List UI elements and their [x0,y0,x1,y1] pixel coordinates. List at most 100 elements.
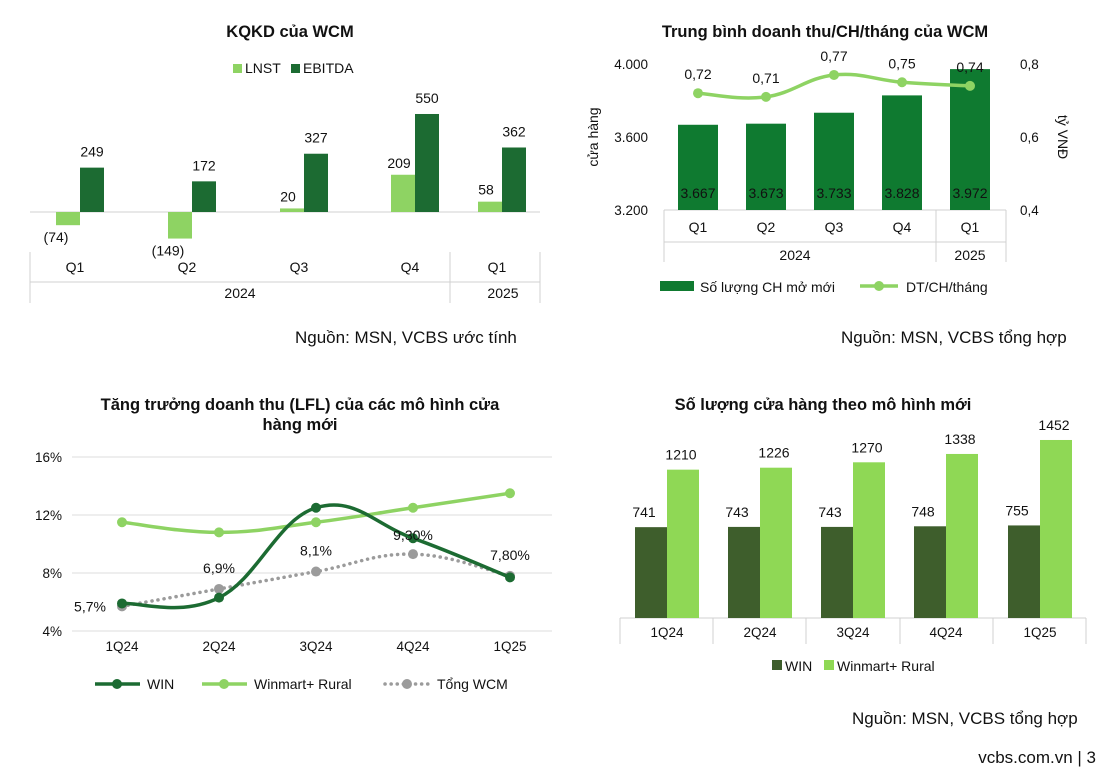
legend-label-rural: Winmart+ Rural [837,658,935,674]
y-left-tick: 3.600 [614,130,648,145]
y-left-tick: 3.200 [614,203,648,218]
y-right-tick: 0,8 [1020,57,1039,72]
chart-lfl-growth-panel: Tăng trưởng doanh thu (LFL) của các mô h… [0,380,560,700]
marker-rural [408,502,418,513]
chart-title-line-2: hàng mới [263,416,338,434]
legend-label-rural: Winmart+ Rural [254,676,352,692]
x-group-label: 2024 [224,285,255,301]
y-left-axis-label: cửa hàng [585,107,601,166]
chart-store-count: Số lượng cửa hàng theo mô hình mới 741 121… [619,396,1087,674]
legend-label-lnst: LNST [245,60,281,76]
data-label-store-count: 3.667 [680,185,715,201]
x-tick-label: Q4 [401,259,420,275]
bar-store-count [814,112,854,210]
bar-lnst [391,174,415,212]
data-label-revenue: 0,74 [956,59,983,75]
marker-revenue [965,80,975,91]
marker-rural [214,527,224,538]
x-tick-label: Q1 [689,219,708,235]
x-tick-label: Q2 [178,259,197,275]
chart-revenue-per-store-panel: Trung bình doanh thu/CH/tháng của WCM 3.2… [560,0,1106,320]
bar-win [1008,525,1040,618]
legend-label-store-count: Số lượng CH mở mới [700,279,835,295]
marker-win [505,572,515,583]
x-tick-label: Q1 [66,259,85,275]
legend-swatch-win [772,660,782,670]
marker-rural [117,517,127,528]
data-label-total: 7,80% [490,547,530,563]
marker-revenue [693,88,703,99]
y-right-tick: 0,4 [1020,203,1039,218]
data-label-rural: 1226 [758,445,789,461]
data-label-store-count: 3.733 [816,185,851,201]
bar-rural [667,469,699,618]
chart-title: Số lượng cửa hàng theo mô hình mới [675,396,972,414]
bar-ebitda [304,153,328,212]
bar-rural [1040,439,1072,618]
marker-win [311,502,321,513]
bar-rural [760,467,792,618]
bar-lnst [168,212,192,239]
bar-rural [946,453,978,618]
bar-win [635,527,667,618]
y-tick-label: 8% [42,566,62,581]
bar-store-count [882,95,922,210]
data-label-ebitda: 327 [304,130,328,146]
chart-revenue-per-store: Trung bình doanh thu/CH/tháng của WCM 3.2… [585,23,1071,295]
data-label-win: 741 [632,504,656,520]
data-label-lnst: (149) [152,243,185,259]
bar-store-count [678,124,718,210]
legend-swatch-ebitda [291,64,300,73]
bar-store-count [746,123,786,210]
data-label-store-count: 3.972 [952,185,987,201]
data-label-total: 9,30% [393,527,433,543]
data-label-revenue: 0,71 [752,70,779,86]
x-tick-label: 1Q24 [650,625,684,640]
data-label-win: 748 [911,503,935,519]
legend-swatch-store-count [660,281,694,291]
chart-kqkd: KQKD của WCM LNST EBITDA (74) 249 Q1 (149) 172 Q… [29,23,541,303]
bar-ebitda [80,167,104,212]
bar-lnst [280,208,304,212]
data-label-revenue: 0,77 [820,48,847,64]
bar-win [728,526,760,618]
data-label-total: 6,9% [203,560,235,576]
data-label-ebitda: 172 [192,157,216,173]
chart-title: Trung bình doanh thu/CH/tháng của WCM [662,23,988,41]
x-tick-label: Q2 [757,219,776,235]
marker-revenue [761,91,771,102]
data-label-total: 5,7% [74,598,106,614]
chart-title: KQKD của WCM [226,23,353,41]
data-label-rural: 1270 [851,439,882,455]
x-group-label: 2025 [954,247,985,263]
x-group-label: 2025 [487,285,518,301]
legend-swatch-lnst [233,64,242,73]
bar-lnst [478,201,502,212]
data-label-ebitda: 249 [80,144,104,160]
bar-ebitda [415,113,439,212]
x-tick-label: 4Q24 [396,639,430,654]
legend-marker-total [402,679,412,689]
y-right-axis-label: tỷ VNĐ [1055,115,1071,159]
legend-label-win: WIN [785,658,812,674]
x-tick-label: Q1 [961,219,980,235]
bar-store-count [950,69,990,210]
legend-label-ebitda: EBITDA [303,60,354,76]
data-label-ebitda: 362 [502,123,526,139]
legend-marker-revenue [874,281,884,291]
marker-rural [505,488,515,499]
legend-label-revenue: DT/CH/tháng [906,279,988,295]
y-tick-label: 4% [42,624,62,639]
legend-marker-win [112,679,122,689]
marker-total [311,566,321,577]
marker-revenue [897,77,907,88]
bar-ebitda [502,147,526,212]
data-label-win: 755 [1005,502,1029,518]
x-tick-label: 4Q24 [929,625,963,640]
bar-ebitda [192,181,216,212]
data-label-store-count: 3.828 [884,185,919,201]
series-line-total [120,552,512,609]
marker-revenue [829,69,839,80]
data-label-lnst: 20 [280,188,296,204]
source-note-1: Nguồn: MSN, VCBS ước tính [295,328,517,347]
